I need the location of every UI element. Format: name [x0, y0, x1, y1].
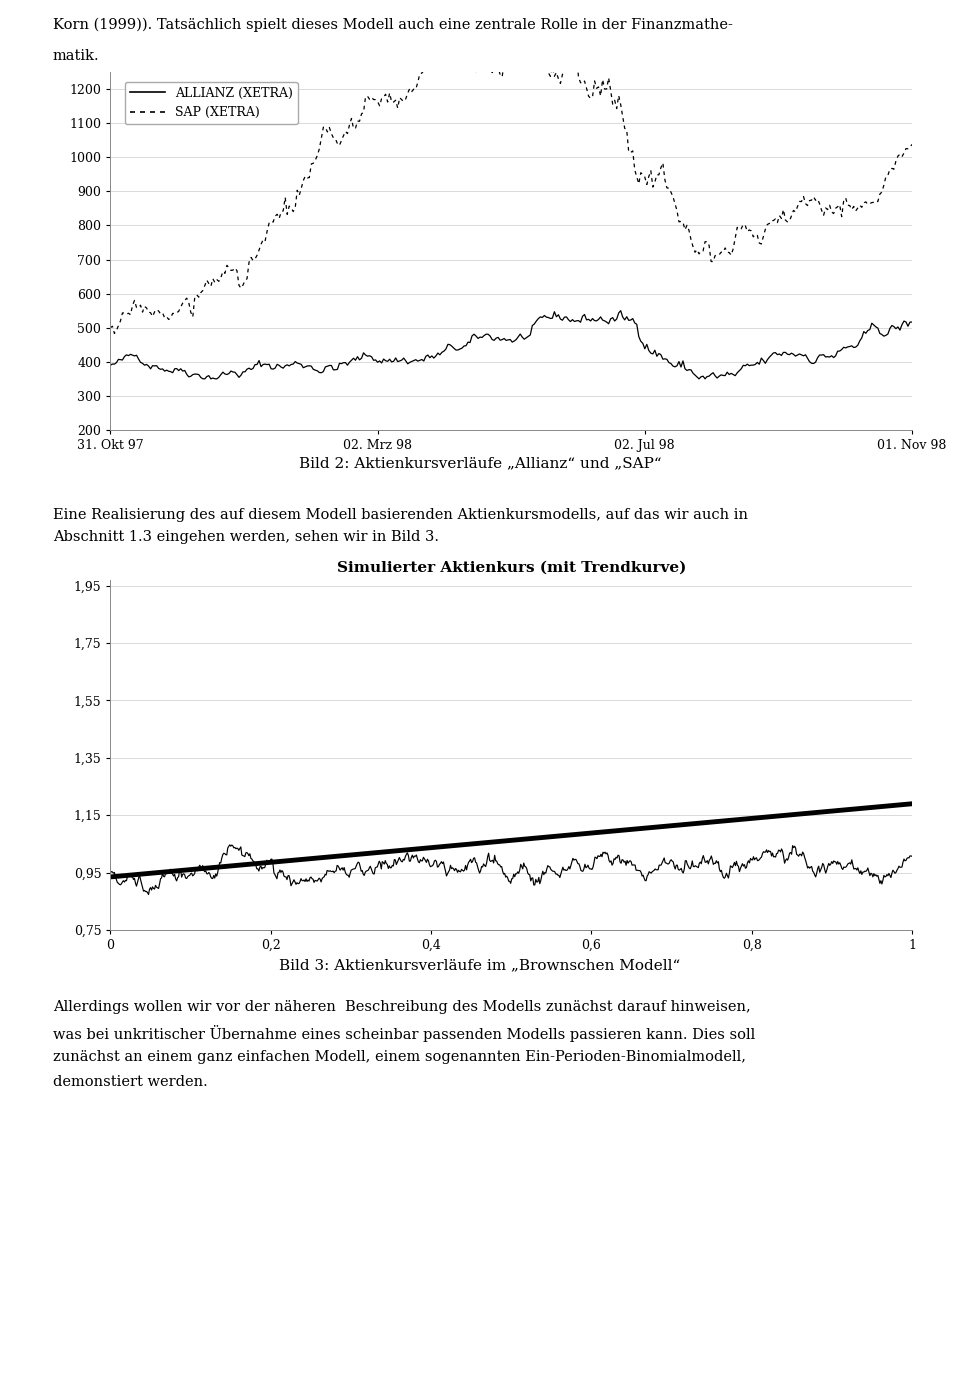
Text: Bild 2: Aktienkursverläufe „Allianz“ und „SAP“: Bild 2: Aktienkursverläufe „Allianz“ und… [299, 455, 661, 469]
Text: demonstiert werden.: demonstiert werden. [53, 1076, 207, 1090]
Legend: ALLIANZ (XETRA), SAP (XETRA): ALLIANZ (XETRA), SAP (XETRA) [125, 82, 298, 124]
Text: was bei unkritischer Übernahme eines scheinbar passenden Modells passieren kann.: was bei unkritischer Übernahme eines sch… [53, 1025, 756, 1042]
Text: zunächst an einem ganz einfachen Modell, einem sogenannten Ein-Perioden-Binomial: zunächst an einem ganz einfachen Modell,… [53, 1051, 746, 1065]
Text: Korn (1999)). Tatsächlich spielt dieses Modell auch eine zentrale Rolle in der F: Korn (1999)). Tatsächlich spielt dieses … [53, 18, 732, 32]
Title: Simulierter Aktienkurs (mit Trendkurve): Simulierter Aktienkurs (mit Trendkurve) [337, 560, 685, 574]
Text: Allerdings wollen wir vor der näheren  Beschreibung des Modells zunächst darauf : Allerdings wollen wir vor der näheren Be… [53, 1000, 751, 1014]
Text: Eine Realisierung des auf diesem Modell basierenden Aktienkursmodells, auf das w: Eine Realisierung des auf diesem Modell … [53, 509, 748, 522]
Text: matik.: matik. [53, 49, 100, 63]
Text: Abschnitt 1.3 eingehen werden, sehen wir in Bild 3.: Abschnitt 1.3 eingehen werden, sehen wir… [53, 529, 439, 543]
Text: Bild 3: Aktienkursverläufe im „Brownschen Modell“: Bild 3: Aktienkursverläufe im „Brownsche… [279, 958, 681, 972]
